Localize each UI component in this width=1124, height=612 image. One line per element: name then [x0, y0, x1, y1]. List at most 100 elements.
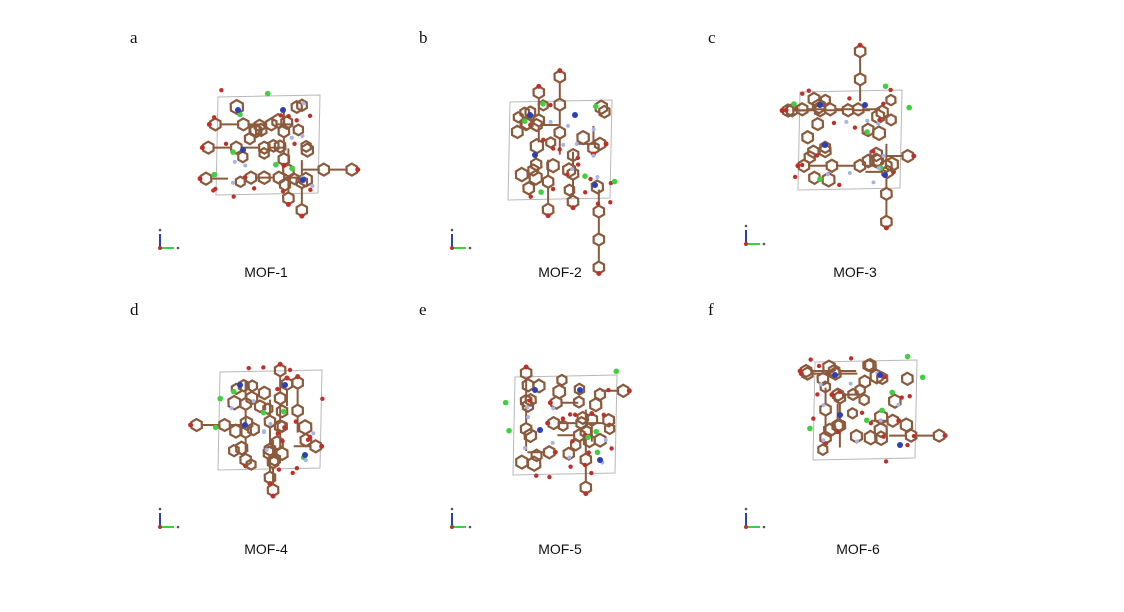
benzene-ring — [248, 122, 261, 137]
metal-atom — [837, 412, 843, 418]
nitrogen-atom — [844, 119, 849, 124]
benzene-ring — [800, 366, 814, 381]
nitrogen-atom — [847, 171, 852, 176]
nitrogen-atom — [570, 167, 575, 172]
oxygen-atom — [527, 398, 533, 403]
oxygen-atom — [806, 88, 811, 93]
benzene-ring — [521, 398, 535, 413]
benzene-ring — [875, 104, 890, 120]
oxygen-atom — [816, 363, 822, 369]
oxygen-atom — [882, 374, 887, 380]
benzene-ring — [553, 69, 567, 84]
oxygen-atom — [528, 194, 533, 199]
benzene-ring — [572, 395, 585, 409]
oxygen-atom — [608, 200, 613, 205]
oxygen-atom — [582, 462, 588, 468]
panel-letter-c: c — [708, 28, 716, 47]
oxygen-atom — [852, 125, 858, 130]
benzene-ring — [819, 140, 832, 155]
benzene-ring — [262, 402, 274, 416]
axis-c-tip — [158, 507, 162, 511]
benzene-ring — [873, 421, 888, 439]
label-mof-1: MOF-1 — [244, 264, 288, 280]
oxygen-atom — [848, 356, 854, 361]
benzene-ring — [885, 113, 897, 127]
oxygen-atom — [281, 162, 287, 168]
nitrogen-atom — [261, 429, 266, 434]
nitrogen-atom — [230, 180, 235, 185]
benzene-ring — [291, 403, 305, 418]
nitrogen-atom — [825, 172, 830, 177]
nitrogen-atom — [878, 418, 883, 423]
benzene-ring — [566, 166, 580, 181]
benzene-ring — [822, 359, 836, 375]
nitrogen-atom — [561, 142, 566, 147]
label-mof-5: MOF-5 — [538, 541, 582, 557]
oxygen-atom — [294, 466, 300, 471]
benzene-ring — [801, 129, 815, 145]
chlorine-atom — [506, 427, 512, 434]
nitrogen-atom — [289, 135, 294, 140]
benzene-ring — [524, 392, 537, 407]
oxygen-atom — [603, 141, 609, 147]
metal-atom — [280, 107, 286, 113]
oxygen-atom — [868, 420, 874, 426]
axis-b-tip — [468, 525, 472, 529]
benzene-ring — [527, 163, 540, 177]
chlorine-atom — [791, 101, 797, 107]
axis-c-tip — [744, 224, 748, 228]
benzene-ring — [546, 157, 560, 174]
benzene-ring — [236, 117, 250, 132]
unit-cell — [797, 89, 903, 191]
benzene-ring — [257, 140, 271, 155]
chlorine-atom — [906, 104, 913, 111]
panel-letter-f: f — [708, 300, 714, 319]
oxygen-atom — [295, 374, 301, 380]
oxygen-atom — [595, 201, 601, 206]
oxygen-atom — [589, 411, 595, 417]
oxygen-atom — [523, 364, 529, 370]
nitrogen-atom — [548, 119, 553, 124]
benzene-ring — [602, 412, 616, 428]
axis-origin — [158, 246, 162, 250]
metal-atom — [237, 382, 243, 388]
benzene-ring — [822, 422, 837, 438]
benzene-ring — [900, 371, 914, 387]
oxygen-atom — [293, 419, 299, 424]
nitrogen-atom — [567, 455, 572, 460]
nitrogen-atom — [603, 438, 608, 443]
benzene-ring — [573, 382, 586, 396]
benzene-ring — [556, 373, 568, 387]
benzene-ring — [566, 147, 580, 163]
chlorine-atom — [611, 178, 618, 185]
oxygen-atom — [294, 118, 299, 123]
benzene-ring — [858, 393, 870, 407]
chlorine-atom — [864, 129, 870, 135]
metal-atom — [882, 172, 888, 178]
oxygen-atom — [211, 115, 217, 120]
benzene-ring — [598, 104, 611, 119]
benzene-ring — [853, 44, 867, 59]
benzene-ring — [542, 445, 556, 460]
chlorine-atom — [211, 171, 218, 178]
oxygen-atom — [815, 392, 820, 397]
oxygen-atom — [911, 433, 917, 439]
structure-mof-3 — [779, 42, 917, 231]
benzene-ring — [590, 179, 605, 195]
oxygen-atom — [270, 493, 276, 499]
axis-indicator-5 — [450, 507, 472, 529]
chlorine-atom — [919, 374, 926, 381]
oxygen-atom — [545, 213, 551, 219]
benzene-ring — [825, 158, 839, 174]
benzene-ring — [208, 117, 222, 132]
benzene-ring — [254, 122, 268, 138]
chlorine-atom — [230, 388, 237, 395]
benzene-ring — [847, 387, 859, 402]
oxygen-atom — [905, 442, 910, 448]
oxygen-atom — [871, 149, 876, 154]
metal-atom — [527, 112, 533, 118]
axis-c-tip — [158, 228, 162, 232]
nitrogen-atom — [551, 406, 556, 411]
oxygen-atom — [837, 182, 842, 188]
benzene-ring — [273, 391, 287, 406]
